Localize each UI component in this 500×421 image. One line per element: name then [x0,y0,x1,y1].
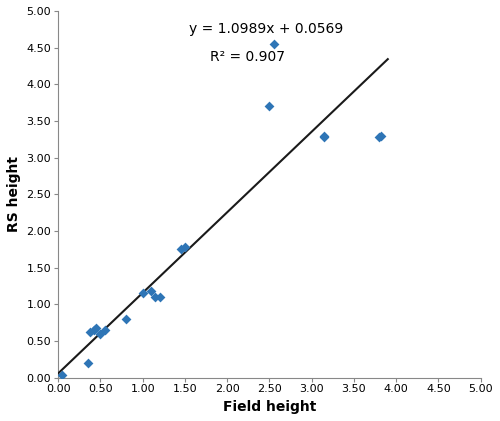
Point [86,329,94,336]
Point [100,327,108,333]
Point [138,290,146,297]
Point [156,293,164,300]
Point [320,134,328,141]
Point [84,360,92,366]
Point [181,244,189,250]
Point [96,330,104,337]
Point [147,288,155,294]
Point [152,293,160,300]
Point [176,246,184,253]
Point [92,324,100,331]
Y-axis label: RS height: RS height [7,156,21,232]
Point [122,315,130,322]
X-axis label: Field height: Field height [223,400,316,414]
Point [377,132,385,139]
Point [58,372,66,379]
Point [376,134,384,141]
Point [90,327,98,333]
Text: R² = 0.907: R² = 0.907 [210,50,286,64]
Text: y = 1.0989x + 0.0569: y = 1.0989x + 0.0569 [189,22,344,36]
Point [320,132,328,139]
Point [270,40,278,47]
Point [266,103,274,109]
